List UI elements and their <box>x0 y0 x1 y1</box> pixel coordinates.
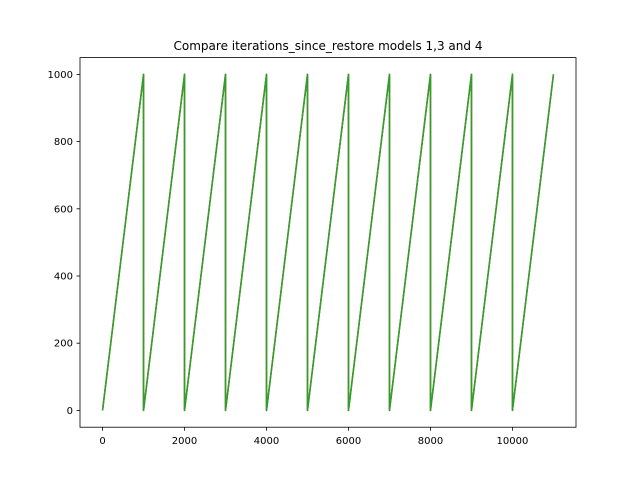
y-tick-label: 800 <box>54 137 73 148</box>
x-tick-label: 4000 <box>254 436 279 447</box>
series-layer <box>101 73 555 412</box>
chart-title: Compare iterations_since_restore models … <box>174 39 483 53</box>
plot-frame <box>79 57 577 428</box>
y-tick-label: 400 <box>54 272 73 283</box>
y-tick-label: 200 <box>54 339 73 350</box>
x-tick-label: 6000 <box>336 436 361 447</box>
x-tick-label: 8000 <box>418 436 443 447</box>
y-tick-label: 600 <box>54 204 73 215</box>
y-axis: 0 200 400 600 800 1000 <box>48 70 80 417</box>
x-axis: 0 2000 4000 6000 8000 10000 <box>99 427 528 447</box>
y-tick-label: 0 <box>67 406 73 417</box>
x-tick-label: 2000 <box>172 436 197 447</box>
y-tick-label: 1000 <box>48 70 73 81</box>
x-tick-label: 10000 <box>497 436 529 447</box>
x-tick-label: 0 <box>99 436 105 447</box>
series-line-3 <box>101 73 555 412</box>
